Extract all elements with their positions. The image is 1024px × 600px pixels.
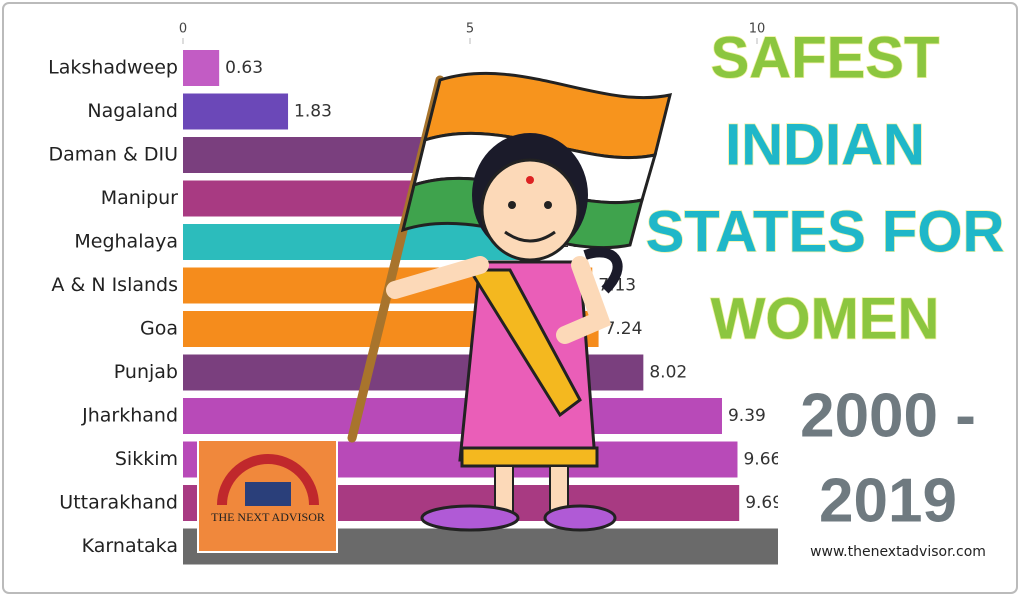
years: 2000 - bbox=[800, 381, 976, 450]
logo-text: THE NEXT ADVISOR bbox=[211, 510, 325, 524]
category-label: Lakshadweep bbox=[48, 57, 178, 79]
category-label: Punjab bbox=[114, 361, 178, 383]
value-label: 0.63 bbox=[225, 58, 263, 78]
x-tick-label: 10 bbox=[749, 22, 766, 37]
category-label: Meghalaya bbox=[74, 231, 178, 253]
years: 2019 bbox=[819, 466, 957, 535]
value-label: 9.66 bbox=[743, 450, 781, 470]
bar bbox=[183, 398, 722, 434]
category-label: Manipur bbox=[101, 187, 178, 209]
title-line: SAFEST bbox=[711, 25, 940, 90]
x-tick-label: 0 bbox=[179, 22, 187, 37]
category-label: Sikkim bbox=[115, 448, 178, 470]
category-label: Jharkhand bbox=[81, 405, 178, 427]
title: SAFEST INDIAN STATES FOR WOMEN 2000 - 2019 bbox=[645, 25, 1005, 536]
category-label: A & N Islands bbox=[51, 274, 178, 296]
title-line: STATES FOR bbox=[646, 199, 1005, 264]
bar bbox=[183, 50, 220, 86]
title-line: WOMEN bbox=[711, 286, 940, 351]
value-label: 9.69 bbox=[745, 493, 783, 513]
bar bbox=[183, 93, 289, 130]
bar bbox=[183, 137, 425, 173]
illustration bbox=[347, 71, 673, 532]
value-label: 8.02 bbox=[649, 363, 687, 383]
category-label: Nagaland bbox=[87, 100, 178, 122]
website: www.thenextadvisor.com bbox=[810, 544, 986, 560]
value-label: 1.83 bbox=[294, 102, 332, 122]
title-line: INDIAN bbox=[725, 112, 925, 177]
bar bbox=[183, 224, 537, 260]
category-label: Daman & DIU bbox=[48, 144, 178, 166]
category-label: Uttarakhand bbox=[59, 492, 178, 514]
category-label: Goa bbox=[140, 318, 178, 340]
logo: THE NEXT ADVISOR bbox=[197, 439, 338, 553]
value-label: 7.24 bbox=[605, 319, 643, 339]
value-label: 9.39 bbox=[728, 406, 766, 426]
x-tick-label: 5 bbox=[466, 22, 474, 37]
category-label: Karnataka bbox=[82, 535, 178, 557]
